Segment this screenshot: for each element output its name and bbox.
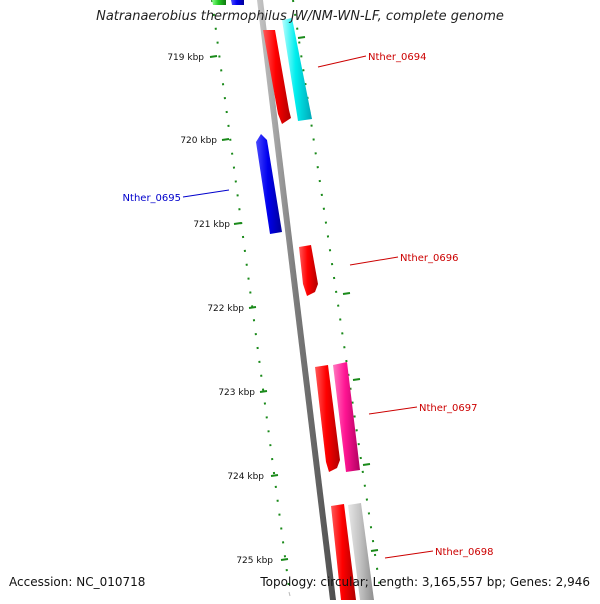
- gene-label-nther-0698[interactable]: Nther_0698: [435, 547, 493, 558]
- accession-label: Accession: NC_010718: [9, 575, 146, 589]
- scale-ticks: [209, 55, 289, 561]
- tick-723: [259, 390, 268, 393]
- genome-stats-label: Topology: circular; Length: 3,165,557 bp…: [260, 575, 590, 589]
- tick-label: 725 kbp: [236, 556, 273, 566]
- leader-0694: [317, 55, 367, 68]
- genome-title: Natranaerobius thermophilus JW/NM-WN-LF,…: [96, 9, 504, 24]
- tick-label: 722 kbp: [207, 304, 244, 314]
- tick-720: [221, 138, 230, 141]
- leader-0695: [182, 189, 230, 198]
- tick-label: 719 kbp: [167, 53, 204, 63]
- gene-label-nther-0697[interactable]: Nther_0697: [419, 403, 477, 414]
- top-partial-features[interactable]: [212, 0, 244, 5]
- gene-label-nther-0695[interactable]: Nther_0695: [123, 193, 181, 204]
- tick-label: 724 kbp: [227, 472, 264, 482]
- green-partial-feature: [212, 0, 226, 5]
- tick-719: [209, 55, 218, 58]
- gene-label-leaders: [182, 55, 434, 559]
- blue-partial-feature: [231, 0, 244, 5]
- tick-725: [280, 558, 289, 561]
- pink-feature[interactable]: [333, 362, 360, 472]
- genome-backbone: [257, 0, 336, 600]
- gene-label-nther-0694[interactable]: Nther_0694: [368, 52, 426, 63]
- right-track-ticks: [297, 36, 379, 552]
- gene-nther-0698-arrow[interactable]: [331, 504, 356, 600]
- tick-label: 720 kbp: [180, 136, 217, 146]
- gene-nther-0697-arrow[interactable]: [315, 365, 340, 472]
- leader-0697: [368, 406, 418, 415]
- gene-nther-0694-arrow[interactable]: [263, 30, 291, 124]
- gene-label-nther-0696[interactable]: Nther_0696: [400, 253, 458, 264]
- cyan-feature[interactable]: [282, 18, 312, 121]
- tick-721: [233, 222, 242, 225]
- tick-label: 721 kbp: [193, 220, 230, 230]
- leader-0698: [384, 550, 434, 559]
- bottom-marker: [288, 591, 291, 597]
- tick-722: [248, 306, 257, 309]
- gene-labels: Nther_0694 Nther_0695 Nther_0696 Nther_0…: [123, 52, 494, 558]
- tick-label: 723 kbp: [218, 388, 255, 398]
- gray-feature[interactable]: [348, 503, 374, 600]
- gene-nther-0695-arrow[interactable]: [256, 134, 282, 234]
- gene-nther-0696-arrow[interactable]: [299, 245, 318, 296]
- scale-tick-labels: 719 kbp 720 kbp 721 kbp 722 kbp 723 kbp …: [167, 53, 273, 566]
- tick-724: [270, 474, 279, 477]
- leader-0696: [349, 256, 399, 266]
